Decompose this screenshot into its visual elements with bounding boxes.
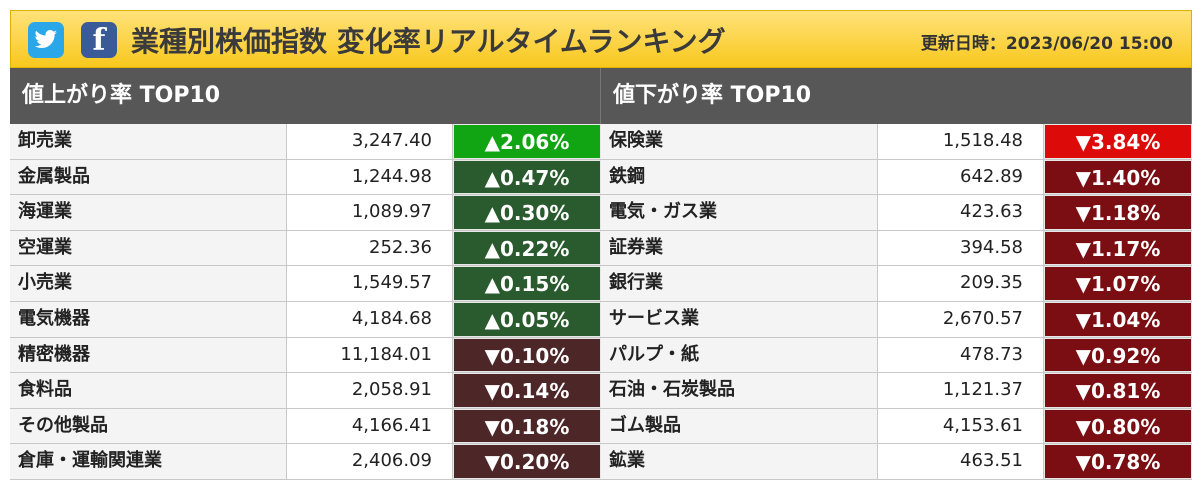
- change-rate: ▼0.92%: [1044, 337, 1192, 373]
- change-rate: ▲0.05%: [453, 301, 601, 337]
- change-rate: ▲0.15%: [453, 266, 601, 301]
- change-rate: ▼0.81%: [1044, 373, 1192, 408]
- index-value: 1,549.57: [287, 266, 453, 301]
- index-value: 209.35: [878, 266, 1044, 301]
- change-rate: ▼1.04%: [1044, 301, 1192, 337]
- change-rate: ▼0.14%: [453, 373, 601, 408]
- change-rate: ▼1.17%: [1044, 230, 1192, 266]
- table-row: 電気・ガス業 423.63 ▼1.18%: [601, 195, 1192, 231]
- change-rate: ▲0.30%: [453, 195, 601, 230]
- sector-name: 証券業: [601, 230, 878, 266]
- change-rate: ▲0.47%: [453, 159, 601, 195]
- table-row: 銀行業 209.35 ▼1.07%: [601, 266, 1192, 302]
- sector-name: 電気・ガス業: [601, 195, 878, 230]
- change-rate: ▼0.10%: [453, 337, 601, 373]
- header-bar: f 業種別株価指数 変化率リアルタイムランキング 更新日時：2023/06/20…: [10, 10, 1192, 68]
- table-row: 石油・石炭製品 1,121.37 ▼0.81%: [601, 373, 1192, 409]
- index-value: 4,184.68: [287, 301, 453, 337]
- table-row: 鉱業 463.51 ▼0.78%: [601, 444, 1192, 480]
- sector-name: パルプ・紙: [601, 337, 878, 373]
- change-rate: ▼0.78%: [1044, 444, 1192, 479]
- table-row: 保険業 1,518.48 ▼3.84%: [601, 124, 1192, 160]
- losers-table: 保険業 1,518.48 ▼3.84% 鉄鋼 642.89 ▼1.40% 電気・ガス業 423…: [601, 124, 1192, 480]
- ranking-widget: f 業種別株価指数 変化率リアルタイムランキング 更新日時：2023/06/20…: [10, 10, 1192, 480]
- facebook-f-icon: f: [92, 22, 106, 58]
- change-rate: ▼3.84%: [1044, 124, 1192, 159]
- table-row: 金属製品 1,244.98 ▲0.47%: [10, 159, 601, 196]
- sector-name: 精密機器: [10, 337, 287, 373]
- page-title: 業種別株価指数 変化率リアルタイムランキング: [131, 25, 726, 58]
- index-value: 2,058.91: [287, 373, 453, 408]
- change-rate: ▲0.22%: [453, 230, 601, 266]
- sector-name: 銀行業: [601, 266, 878, 301]
- gainers-panel: 値上がり率 TOP10 卸売業 3,247.40 ▲2.06% 金属製品 1,244.9…: [10, 68, 601, 480]
- facebook-share-button[interactable]: f: [81, 22, 117, 58]
- losers-panel: 値下がり率 TOP10 保険業 1,518.48 ▼3.84% 鉄鋼 642.89 ▼1.…: [601, 68, 1192, 480]
- index-value: 4,153.61: [878, 408, 1044, 444]
- index-value: 4,166.41: [287, 408, 453, 444]
- table-row: 電気機器 4,184.68 ▲0.05%: [10, 301, 601, 338]
- index-value: 642.89: [878, 159, 1044, 195]
- index-value: 3,247.40: [287, 124, 453, 159]
- gainers-title: 値上がり率 TOP10: [10, 68, 601, 124]
- index-value: 1,121.37: [878, 373, 1044, 408]
- change-rate: ▼1.07%: [1044, 266, 1192, 301]
- sector-name: 石油・石炭製品: [601, 373, 878, 408]
- change-rate: ▼0.80%: [1044, 408, 1192, 444]
- table-row: 食料品 2,058.91 ▼0.14%: [10, 373, 601, 409]
- index-value: 463.51: [878, 444, 1044, 479]
- sector-name: 倉庫・運輸関連業: [10, 444, 287, 479]
- table-row: 空運業 252.36 ▲0.22%: [10, 230, 601, 267]
- sector-name: 小売業: [10, 266, 287, 301]
- sector-name: 空運業: [10, 230, 287, 266]
- table-row: 卸売業 3,247.40 ▲2.06%: [10, 124, 601, 160]
- sector-name: サービス業: [601, 301, 878, 337]
- change-rate: ▼0.20%: [453, 444, 601, 479]
- table-row: 精密機器 11,184.01 ▼0.10%: [10, 337, 601, 374]
- table-row: 倉庫・運輸関連業 2,406.09 ▼0.20%: [10, 444, 601, 480]
- index-value: 1,089.97: [287, 195, 453, 230]
- twitter-bird-icon: [34, 30, 57, 48]
- table-row: パルプ・紙 478.73 ▼0.92%: [601, 337, 1192, 374]
- sector-name: その他製品: [10, 408, 287, 444]
- change-rate: ▼1.18%: [1044, 195, 1192, 230]
- change-rate: ▼0.18%: [453, 408, 601, 444]
- sector-name: 卸売業: [10, 124, 287, 159]
- table-row: 証券業 394.58 ▼1.17%: [601, 230, 1192, 267]
- gainers-table: 卸売業 3,247.40 ▲2.06% 金属製品 1,244.98 ▲0.47% 海運業 1,…: [10, 124, 601, 480]
- table-row: ゴム製品 4,153.61 ▼0.80%: [601, 408, 1192, 445]
- losers-title: 値下がり率 TOP10: [601, 68, 1192, 124]
- index-value: 1,244.98: [287, 159, 453, 195]
- table-row: その他製品 4,166.41 ▼0.18%: [10, 408, 601, 445]
- sector-name: 海運業: [10, 195, 287, 230]
- table-row: 鉄鋼 642.89 ▼1.40%: [601, 159, 1192, 196]
- updated-timestamp: 更新日時：2023/06/20 15:00: [920, 34, 1173, 54]
- index-value: 423.63: [878, 195, 1044, 230]
- sector-name: 電気機器: [10, 301, 287, 337]
- sector-name: 食料品: [10, 373, 287, 408]
- table-row: 海運業 1,089.97 ▲0.30%: [10, 195, 601, 231]
- index-value: 252.36: [287, 230, 453, 266]
- sector-name: 保険業: [601, 124, 878, 159]
- index-value: 394.58: [878, 230, 1044, 266]
- sector-name: 鉄鋼: [601, 159, 878, 195]
- sector-name: 鉱業: [601, 444, 878, 479]
- table-row: 小売業 1,549.57 ▲0.15%: [10, 266, 601, 302]
- change-rate: ▼1.40%: [1044, 159, 1192, 195]
- table-row: サービス業 2,670.57 ▼1.04%: [601, 301, 1192, 338]
- index-value: 2,406.09: [287, 444, 453, 479]
- index-value: 1,518.48: [878, 124, 1044, 159]
- index-value: 2,670.57: [878, 301, 1044, 337]
- sector-name: 金属製品: [10, 159, 287, 195]
- change-rate: ▲2.06%: [453, 124, 601, 159]
- index-value: 478.73: [878, 337, 1044, 373]
- twitter-share-button[interactable]: [28, 22, 64, 58]
- index-value: 11,184.01: [287, 337, 453, 373]
- sector-name: ゴム製品: [601, 408, 878, 444]
